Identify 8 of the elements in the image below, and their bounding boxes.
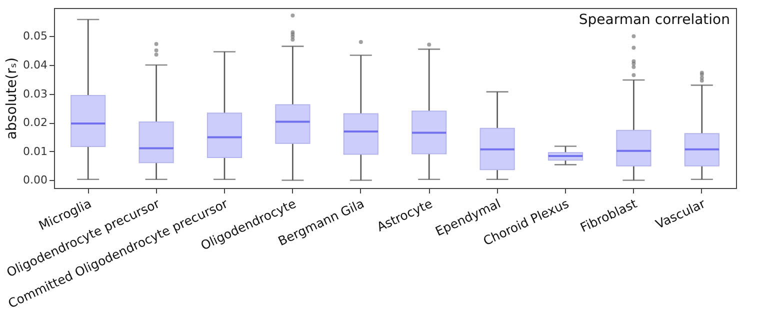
y-tick-label: 0.00 — [23, 174, 48, 187]
y-tick-label: 0.03 — [23, 87, 48, 100]
annotation: Spearman correlation — [578, 12, 730, 28]
y-tick-label: 0.01 — [23, 144, 48, 158]
y-tick-label: 0.05 — [23, 30, 48, 43]
y-axis-title: absolute(rₛ) — [4, 57, 20, 140]
y-tick-label: 0.04 — [23, 58, 48, 72]
y-tick-label: 0.02 — [23, 116, 48, 130]
